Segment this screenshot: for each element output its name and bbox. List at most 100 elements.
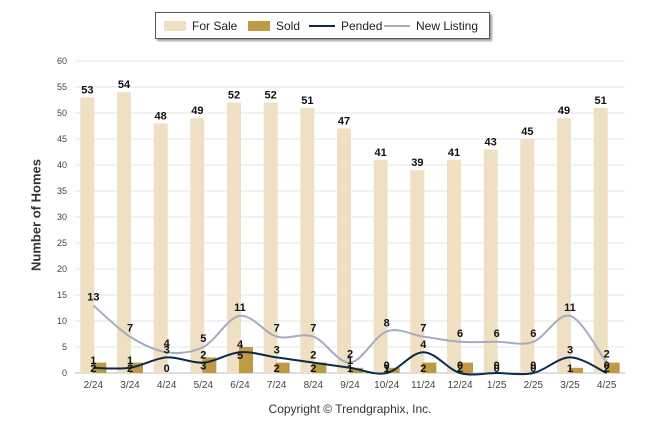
new-listing-data-label: 2	[604, 349, 610, 361]
legend-item-new-listing: New Listing	[384, 13, 478, 38]
x-tick-label: 4/24	[157, 380, 177, 391]
x-tick-label: 4/25	[597, 380, 617, 391]
for-sale-data-label: 45	[521, 126, 533, 138]
sold-data-label: 3	[200, 360, 206, 372]
sold-data-label: 5	[237, 350, 243, 362]
new-listing-data-label: 2	[347, 349, 353, 361]
sold-data-label: 2	[90, 363, 96, 375]
for-sale-data-label: 49	[191, 105, 203, 117]
sold-data-label: 2	[310, 363, 316, 375]
legend-label-new-listing: New Listing	[416, 18, 479, 33]
y-tick-label: 5	[62, 342, 67, 352]
x-tick-label: 3/25	[560, 380, 580, 391]
for-sale-data-label: 41	[448, 147, 460, 159]
for-sale-bar	[520, 139, 535, 373]
y-tick-label: 55	[57, 82, 67, 92]
pended-data-label: 4	[237, 339, 244, 351]
legend-label-sold: Sold	[276, 18, 301, 33]
for-sale-data-label: 47	[338, 116, 350, 128]
x-tick-label: 9/24	[340, 380, 360, 391]
x-tick-label: 8/24	[304, 380, 324, 391]
new-listing-data-label: 6	[530, 328, 536, 340]
y-tick-label: 10	[57, 316, 67, 326]
x-tick-label: 2/24	[84, 380, 104, 391]
sold-bar	[605, 362, 620, 373]
sold-bar	[349, 367, 363, 373]
for-sale-data-label: 54	[118, 79, 131, 91]
copyright-text: Copyright © Trendgraphix, Inc.	[268, 402, 432, 416]
sold-bar	[422, 362, 437, 373]
for-sale-data-label: 43	[485, 136, 497, 148]
y-tick-label: 45	[57, 134, 67, 144]
for-sale-bar	[483, 149, 498, 373]
pended-data-label: 2	[310, 350, 316, 362]
sold-data-label: 0	[164, 363, 170, 375]
new-listing-data-label: 11	[234, 302, 246, 314]
for-sale-data-label: 52	[228, 90, 240, 102]
x-tick-label: 10/24	[374, 380, 399, 391]
pended-data-label: 0	[457, 360, 463, 372]
x-tick-label: 1/25	[487, 380, 507, 391]
y-tick-label: 20	[57, 264, 67, 274]
x-tick-label: 7/24	[267, 380, 287, 391]
new-listing-swatch	[384, 24, 410, 27]
y-tick-label: 25	[57, 238, 67, 248]
y-tick-label: 50	[57, 108, 67, 118]
for-sale-bar	[300, 107, 315, 374]
pended-data-label: 0	[384, 360, 390, 372]
legend-label-for-sale: For Sale	[192, 18, 238, 33]
sold-data-label: 2	[420, 363, 426, 375]
for-sale-data-label: 52	[265, 90, 277, 102]
sold-bar	[129, 362, 143, 373]
sold-data-label: 2	[604, 363, 610, 375]
for-sale-data-label: 41	[375, 147, 387, 159]
sold-data-label: 2	[457, 363, 463, 375]
y-tick-label: 60	[57, 56, 67, 66]
x-tick-label: 5/24	[194, 380, 214, 391]
pended-data-label: 1	[127, 355, 133, 367]
legend-label-pended: Pended	[341, 18, 383, 33]
pended-line	[93, 351, 608, 376]
for-sale-bar	[227, 102, 241, 373]
legend-item-pended: Pended	[309, 13, 382, 38]
new-listing-data-label: 6	[457, 328, 463, 340]
new-listing-data-label: 7	[274, 323, 280, 335]
for-sale-bar	[337, 128, 351, 373]
y-tick-label: 30	[57, 212, 67, 222]
new-listing-data-label: 11	[564, 302, 576, 314]
x-tick-label: 6/24	[230, 380, 250, 391]
new-listing-data-label: 5	[200, 333, 206, 345]
for-sale-swatch	[164, 20, 186, 31]
for-sale-data-label: 49	[558, 105, 570, 117]
for-sale-data-label: 51	[301, 95, 313, 107]
for-sale-bar	[80, 97, 95, 374]
new-listing-data-label: 7	[420, 323, 426, 335]
sold-bar	[275, 362, 290, 373]
sold-bar	[312, 362, 327, 373]
pended-data-label: 0	[494, 360, 500, 372]
sold-data-label: 1	[384, 363, 390, 375]
sold-data-label: 0	[494, 363, 500, 375]
for-sale-bar	[593, 107, 608, 374]
for-sale-bar	[190, 118, 205, 373]
legend: For Sale Sold Pended New Listing	[155, 12, 490, 39]
sold-data-label: 1	[567, 363, 573, 375]
for-sale-data-label: 53	[81, 84, 93, 96]
pended-data-label: 1	[90, 355, 96, 367]
y-axis-title: Number of Homes	[28, 159, 44, 271]
for-sale-bar	[557, 118, 571, 373]
new-listing-data-label: 13	[87, 291, 99, 303]
for-sale-data-label: 39	[411, 157, 423, 169]
new-listing-data-label: 8	[384, 317, 390, 329]
pended-data-label: 1	[347, 355, 353, 367]
sold-data-label: 2	[127, 363, 133, 375]
pended-data-label: 3	[567, 344, 573, 356]
new-listing-line	[92, 304, 608, 364]
for-sale-bar	[447, 159, 461, 373]
x-tick-label: 12/24	[447, 380, 472, 391]
y-tick-label: 40	[57, 160, 67, 170]
sold-data-label: 1	[347, 363, 353, 375]
for-sale-bar	[373, 159, 388, 373]
for-sale-bar	[410, 170, 425, 373]
